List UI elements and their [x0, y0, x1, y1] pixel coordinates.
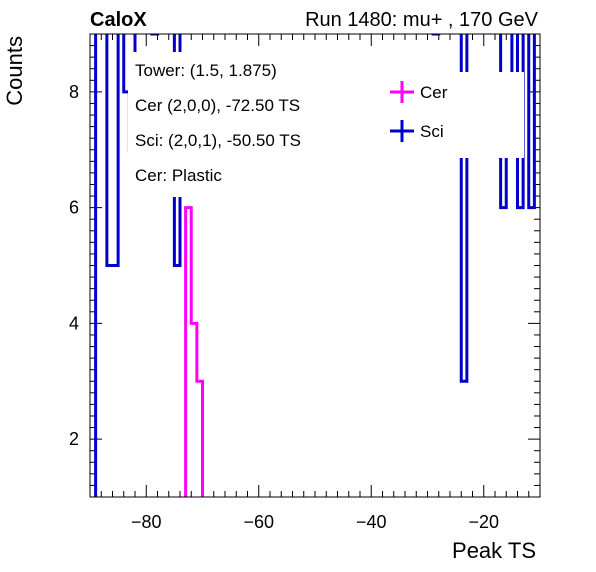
y-tick-label: 8: [69, 82, 79, 102]
y-tick-label: 6: [69, 198, 79, 218]
run-info-label: Run 1480: mu+ , 170 GeV: [305, 9, 539, 31]
x-tick-label: −80: [131, 512, 162, 532]
info-sci-channel: Sci: (2,0,1), -50.50 TS: [135, 131, 301, 150]
x-tick-label: −20: [468, 512, 499, 532]
x-tick-label: −60: [243, 512, 274, 532]
y-tick-label: 4: [69, 313, 79, 333]
experiment-label: CaloX: [90, 9, 147, 31]
info-tower: Tower: (1.5, 1.875): [135, 61, 277, 80]
y-tick-label: 2: [69, 429, 79, 449]
info-cer-channel: Cer (2,0,0), -72.50 TS: [135, 96, 300, 115]
x-tick-label: −40: [356, 512, 387, 532]
x-axis-title: Peak TS: [452, 538, 536, 563]
info-cer-material: Cer: Plastic: [135, 166, 222, 185]
y-axis-title: Counts: [2, 36, 27, 106]
legend-cer-label: Cer: [420, 83, 448, 102]
legend-box: [384, 72, 524, 158]
legend-sci-label: Sci: [420, 122, 444, 141]
